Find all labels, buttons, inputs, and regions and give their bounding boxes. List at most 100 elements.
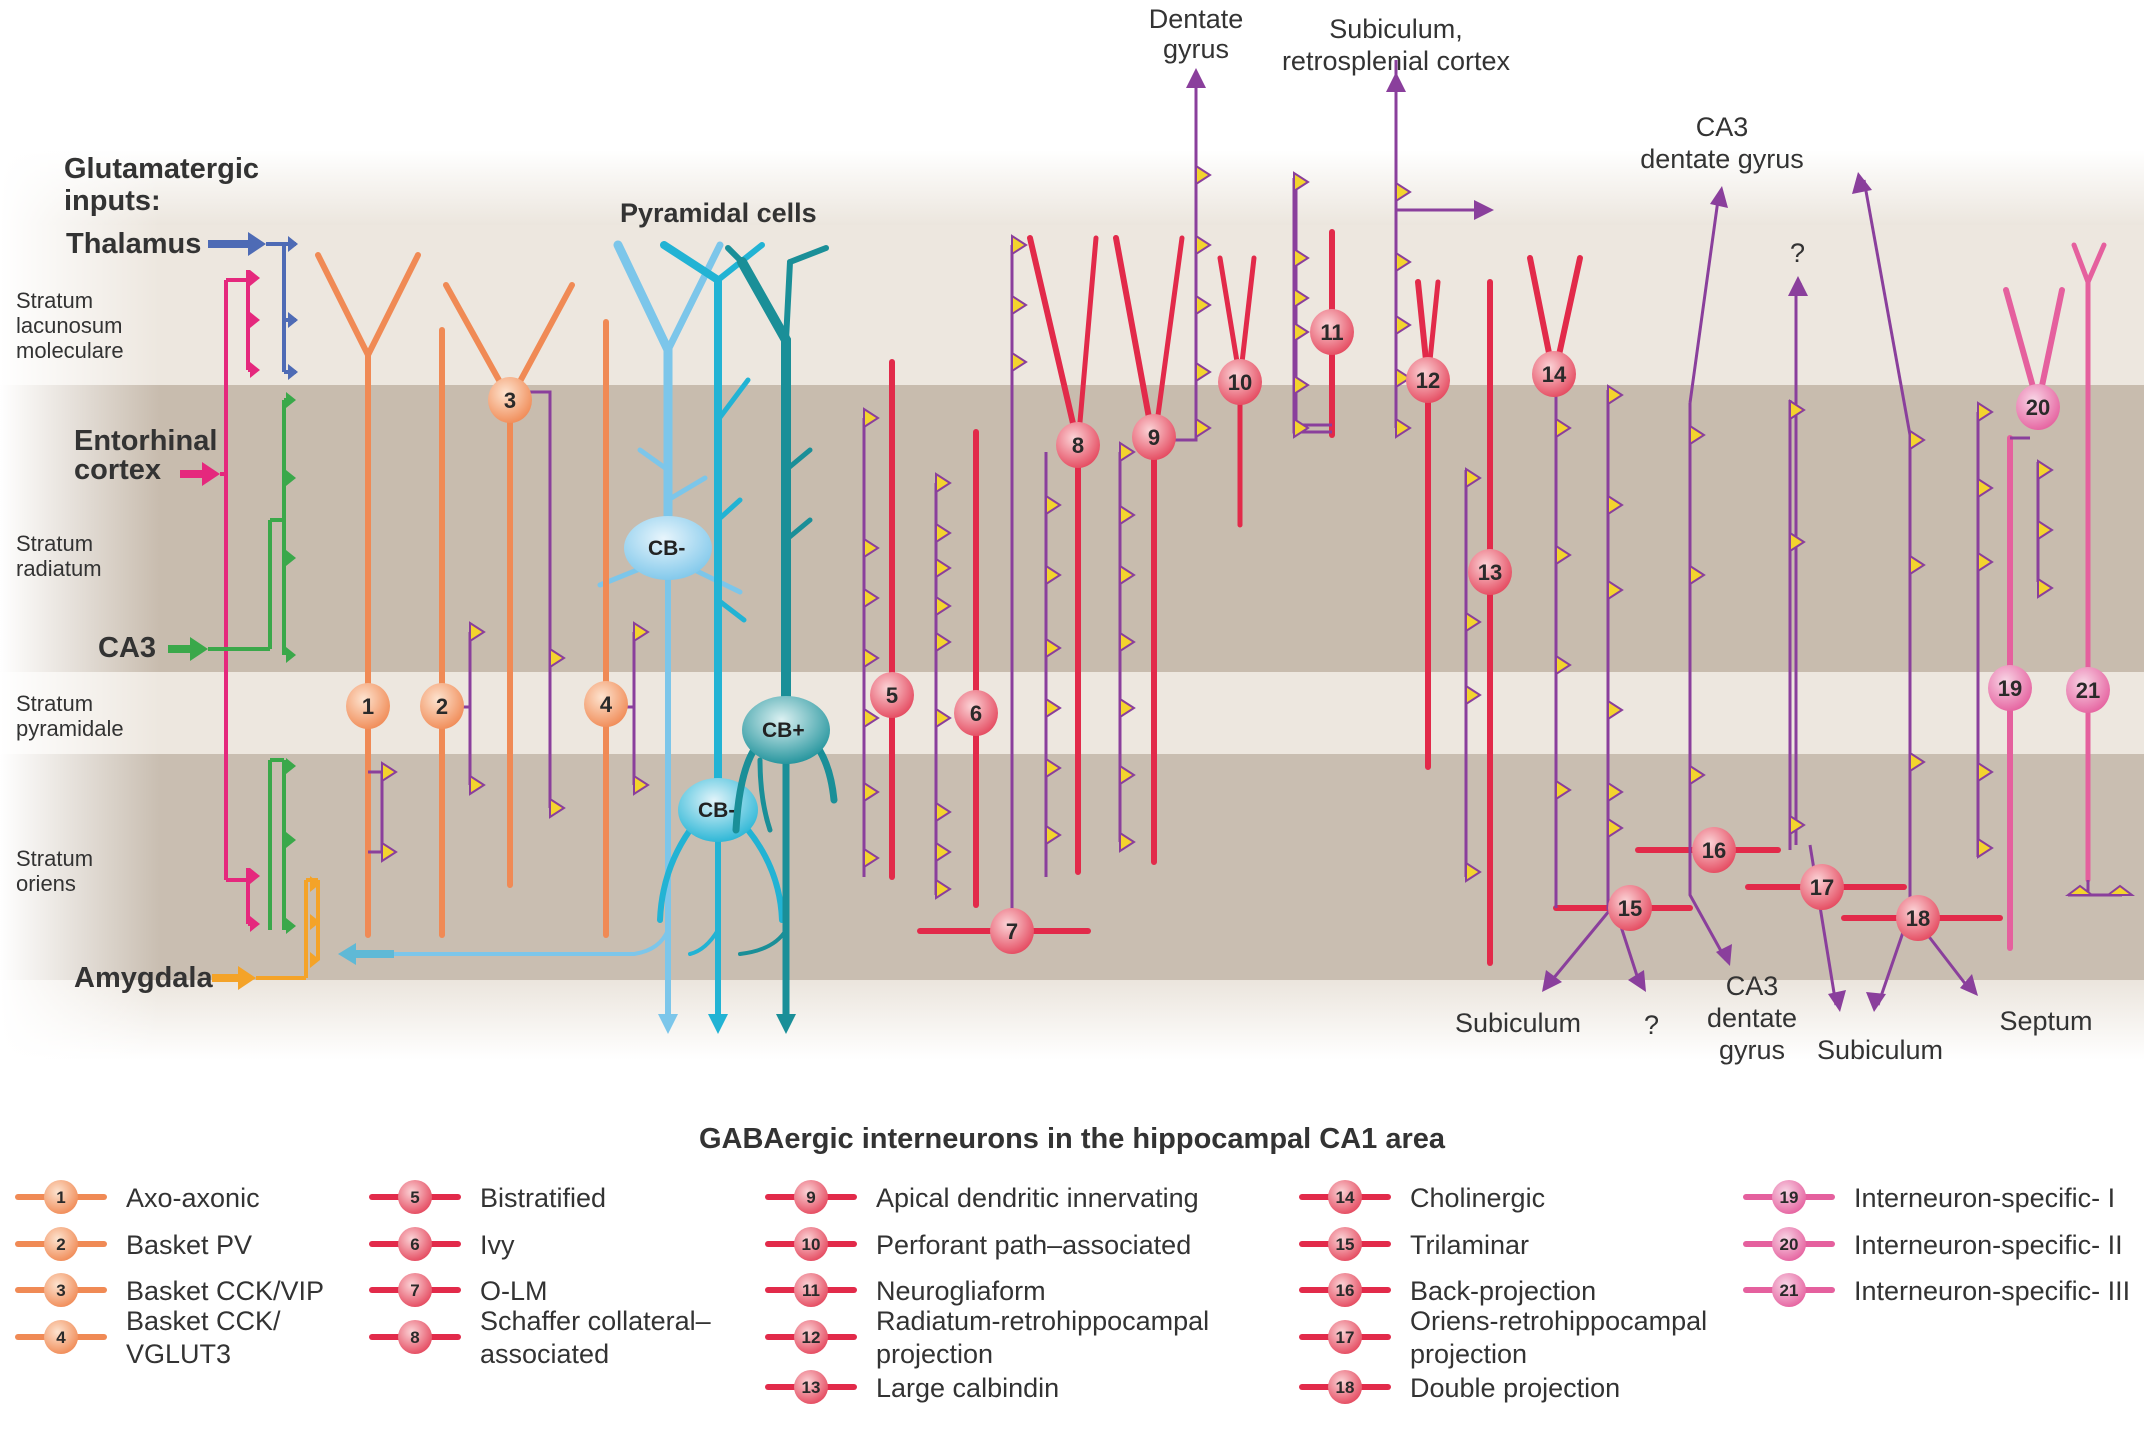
synapse-marker — [935, 595, 952, 617]
ca3-pathway — [168, 392, 296, 934]
synapse-marker — [549, 647, 566, 669]
synapse-marker — [1045, 494, 1062, 516]
legend-item-18: 18 Double projection — [1299, 1370, 1620, 1404]
legend-item-5: 5 Bistratified — [369, 1180, 606, 1214]
interneuron-number-20: 20 — [2026, 395, 2050, 420]
interneuron-soma-21: 21 — [2066, 667, 2110, 713]
synapse-marker — [1909, 429, 1926, 451]
legend-soma-4 — [44, 1320, 78, 1354]
pyramidal-cell-mid — [657, 241, 785, 1034]
legend-item-7: 7 O-LM — [369, 1273, 548, 1307]
interneuron-number-17: 17 — [1810, 875, 1834, 900]
legend-number-16: 16 — [1336, 1281, 1355, 1300]
synapse-marker — [1607, 579, 1624, 601]
legend: GABAergic interneurons in the hippocampa… — [15, 1123, 2130, 1404]
synapse-marker — [863, 647, 880, 669]
legend-item-17: 17 Oriens-retrohippocampal projection — [1299, 1306, 1707, 1369]
synapse-marker — [381, 841, 398, 863]
legend-number-9: 9 — [806, 1188, 815, 1207]
feedback-arrow-head — [338, 943, 356, 965]
synapse-marker — [1909, 554, 1926, 576]
legend-soma-7 — [398, 1273, 432, 1307]
legend-item-16: 16 Back-projection — [1299, 1273, 1596, 1307]
legend-number-3: 3 — [56, 1281, 65, 1300]
legend-soma-21 — [1772, 1273, 1806, 1307]
legend-label-13: Large calbindin — [876, 1373, 1059, 1403]
synapse-marker — [1011, 294, 1028, 316]
interneuron-number-9: 9 — [1148, 425, 1160, 450]
legend-number-17: 17 — [1336, 1328, 1355, 1347]
layer-labels: Stratum lacunosum moleculare Stratum radiat… — [16, 288, 124, 896]
legend-label-12: Radiatum-retrohippocampal projection — [876, 1306, 1209, 1369]
synapse-marker — [1607, 384, 1624, 406]
legend-label-10: Perforant path–associated — [876, 1230, 1191, 1260]
legend-label-7: O-LM — [480, 1276, 548, 1306]
synapse-marker — [935, 472, 952, 494]
legend-label-6: Ivy — [480, 1230, 515, 1260]
synapse-marker — [381, 761, 398, 783]
legend-number-5: 5 — [410, 1188, 419, 1207]
interneuron-number-6: 6 — [970, 701, 982, 726]
synapse-marker — [1119, 564, 1136, 586]
synapse-marker — [863, 781, 880, 803]
synapse-marker — [1465, 684, 1482, 706]
interneuron-soma-8: 8 — [1056, 422, 1100, 468]
inputs-heading: Glutamatergic inputs: — [64, 153, 259, 217]
synapse-marker — [935, 522, 952, 544]
legend-label-5: Bistratified — [480, 1183, 606, 1213]
legend-number-15: 15 — [1336, 1235, 1355, 1254]
pyramidal-cells: Pyramidal cells CB- — [338, 198, 838, 1034]
interneuron-number-15: 15 — [1618, 896, 1642, 921]
synapse-marker — [1119, 441, 1136, 463]
legend-soma-6 — [398, 1227, 432, 1261]
legend-soma-2 — [44, 1227, 78, 1261]
input-label-amygdala: Amygdala — [74, 962, 213, 994]
synapse-marker — [1119, 697, 1136, 719]
synapse-marker — [1195, 417, 1212, 439]
synapse-marker — [1689, 764, 1706, 786]
legend-number-1: 1 — [56, 1188, 65, 1207]
interneuron-number-16: 16 — [1702, 838, 1726, 863]
layer-label-radiatum: Stratum radiatum — [16, 531, 102, 581]
synapse-marker — [1119, 504, 1136, 526]
synapse-marker — [1395, 314, 1412, 336]
legend-title: GABAergic interneurons in the hippocampa… — [699, 1123, 1446, 1155]
synapse-marker — [1465, 861, 1482, 883]
legend-label-11: Neurogliaform — [876, 1276, 1046, 1306]
legend-soma-18 — [1328, 1370, 1362, 1404]
legend-number-14: 14 — [1336, 1188, 1355, 1207]
legend-item-21: 21 Interneuron-specific- III — [1743, 1273, 2130, 1307]
legend-number-2: 2 — [56, 1235, 65, 1254]
layer-bands — [0, 150, 2144, 1060]
glutamatergic-inputs: Glutamatergic inputs: Thalamus Entorhinal… — [64, 153, 320, 994]
interneuron-number-5: 5 — [886, 683, 898, 708]
legend-soma-5 — [398, 1180, 432, 1214]
legend-number-19: 19 — [1780, 1188, 1799, 1207]
synapse-marker — [1555, 544, 1572, 566]
synapse-marker — [935, 878, 952, 900]
synapse-marker — [1293, 171, 1310, 193]
label-cb-minus-bottom: CB- — [698, 799, 735, 822]
synapse-marker — [1789, 399, 1806, 421]
interneuron-soma-16: 16 — [1692, 827, 1736, 873]
interneuron-number-19: 19 — [1998, 676, 2022, 701]
target-question-top: ? — [1790, 238, 1805, 268]
legend-label-17: Oriens-retrohippocampal projection — [1410, 1306, 1707, 1369]
synapse-marker — [1465, 611, 1482, 633]
synapse-marker — [1119, 631, 1136, 653]
interneuron-number-10: 10 — [1228, 370, 1252, 395]
target-septum: Septum — [1999, 1006, 2092, 1036]
synapse-marker — [1293, 417, 1310, 439]
amygdala-pathway — [212, 876, 320, 990]
synapse-marker — [1011, 234, 1028, 256]
synapse-marker — [2037, 459, 2054, 481]
interneuron-soma-11: 11 — [1310, 309, 1354, 355]
synapse-marker — [1465, 467, 1482, 489]
synapse-marker — [1293, 287, 1310, 309]
legend-label-21: Interneuron-specific- III — [1854, 1276, 2130, 1306]
synapse-marker — [935, 707, 952, 729]
legend-item-3: 3 Basket CCK/VIP — [15, 1273, 324, 1307]
